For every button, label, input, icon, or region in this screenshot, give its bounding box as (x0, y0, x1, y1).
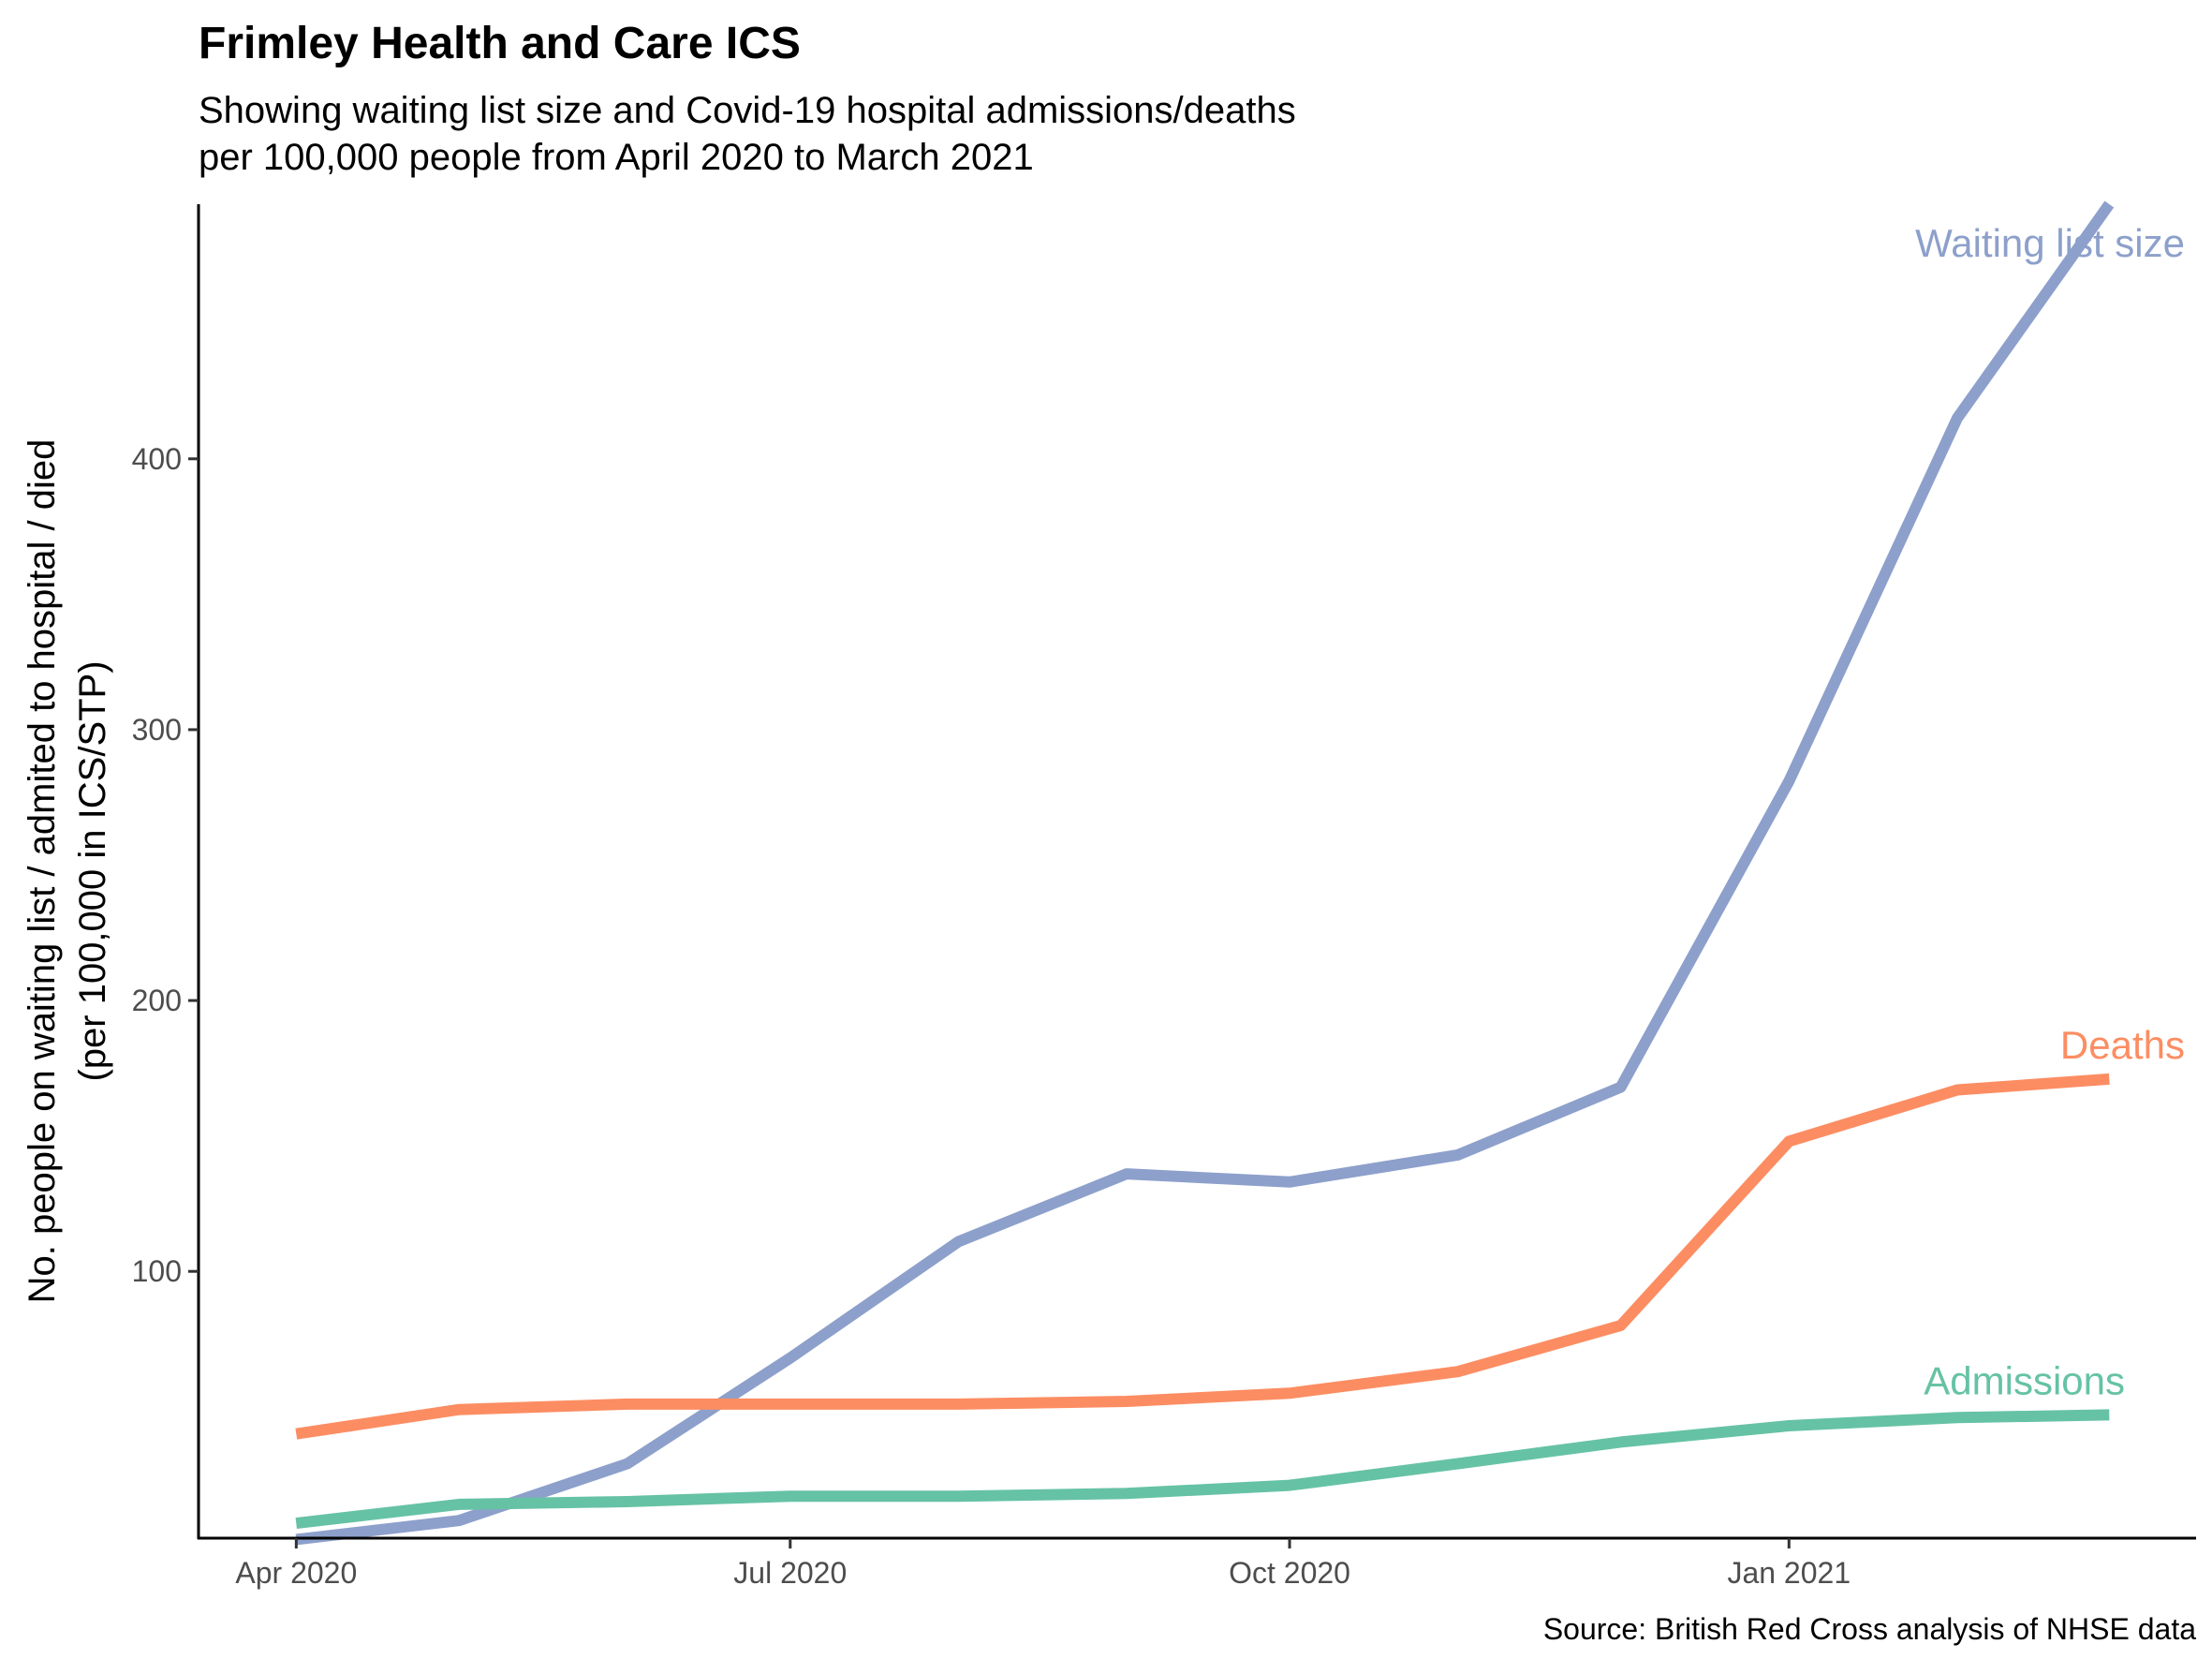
chart-subtitle-line-2: per 100,000 people from April 2020 to Ma… (199, 137, 1034, 178)
chart-subtitle-line-1: Showing waiting list size and Covid-19 h… (199, 90, 1296, 131)
series-label-deaths: Deaths (2060, 1023, 2185, 1067)
series-line-deaths (295, 1073, 2110, 1440)
y-tick-label: 400 (132, 442, 182, 476)
y-tick-label: 200 (132, 984, 182, 1017)
y-axis-title-line-1: No. people on waiting list / admited to … (22, 439, 63, 1304)
series-line-waiting-list-size (295, 200, 2115, 1546)
x-tick-label: Apr 2020 (235, 1556, 357, 1590)
series-line-admissions (295, 1409, 2110, 1530)
series-label-waiting-list-size: Waiting list size (1915, 221, 2185, 265)
y-axis-title-line-2: (per 100,000 in ICS/STP) (72, 660, 113, 1081)
x-tick-label: Jan 2021 (1727, 1556, 1851, 1590)
plot-area: Waiting list size Deaths Admissions 100 200 3… (132, 200, 2196, 1590)
y-tick-label: 100 (132, 1254, 182, 1288)
series-label-admissions: Admissions (1924, 1358, 2125, 1402)
x-tick-label: Oct 2020 (1229, 1556, 1350, 1590)
chart-title: Frimley Health and Care ICS (199, 19, 801, 68)
y-tick-label: 300 (132, 713, 182, 747)
x-tick-label: Jul 2020 (733, 1556, 847, 1590)
chart-caption: Source: British Red Cross analysis of NH… (1543, 1612, 2196, 1646)
